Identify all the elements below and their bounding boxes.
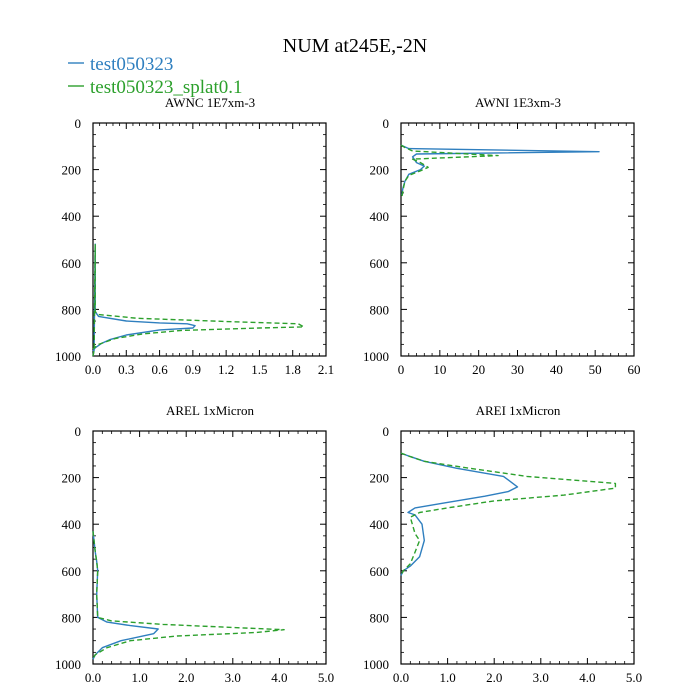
y-tick-label-awnc: 600 xyxy=(62,256,82,271)
legend: test050323 test050323_splat0.1 xyxy=(68,54,243,98)
x-tick-label-arei: 5.0 xyxy=(626,670,642,685)
panel-title-awnc: AWNC 1E7xm-3 xyxy=(165,95,255,110)
series-line-awnc-1 xyxy=(92,243,196,357)
x-tick-label-awni: 0 xyxy=(398,362,405,377)
y-tick-label-arei: 800 xyxy=(370,610,390,625)
y-tick-label-arel: 800 xyxy=(62,610,82,625)
x-tick-label-awnc: 0.3 xyxy=(118,362,134,377)
series-line-awni-2 xyxy=(400,144,499,198)
y-tick-label-awni: 0 xyxy=(383,116,390,131)
series-line-awni-1 xyxy=(400,144,600,196)
x-tick-label-arei: 4.0 xyxy=(579,670,595,685)
figure-title: NUM at245E,-2N xyxy=(283,35,427,57)
panel-awni: AWNI 1E3xm-3 0 10 20 30 40 50 6002004006008001… xyxy=(363,95,641,377)
series-line-arei-1 xyxy=(400,452,519,576)
x-tick-label-awnc: 1.5 xyxy=(251,362,267,377)
y-tick-label-awnc: 0 xyxy=(75,116,82,131)
y-tick-label-arel: 600 xyxy=(62,564,82,579)
y-tick-label-awni: 800 xyxy=(370,302,390,317)
panel-arei: AREI 1xMicron 0.0 1.0 2.0 3.0 4.0 5.0 0 200 400 6… xyxy=(363,403,642,685)
x-tick-label-awnc: 0.6 xyxy=(151,362,168,377)
x-tick-label-awnc: 1.2 xyxy=(218,362,234,377)
series-line-awnc-2 xyxy=(92,243,305,357)
y-tick-label-arei: 0 xyxy=(383,424,390,439)
y-tick-label-arel: 400 xyxy=(62,517,82,532)
series-line-arei-2 xyxy=(400,452,617,576)
x-tick-label-awnc: 2.1 xyxy=(318,362,334,377)
legend-label-series-1: test050323 xyxy=(90,54,173,75)
x-tick-label-awnc: 1.8 xyxy=(285,362,301,377)
y-tick-label-awnc: 1000 xyxy=(55,349,81,364)
y-tick-label-awnc: 800 xyxy=(62,302,82,317)
y-tick-label-awni: 400 xyxy=(370,209,390,224)
x-tick-label-arei: 1.0 xyxy=(439,670,455,685)
series-line-arel-1 xyxy=(92,531,159,660)
y-tick-label-arei: 600 xyxy=(370,564,390,579)
x-tick-label-arel: 5.0 xyxy=(318,670,334,685)
x-tick-label-awni: 10 xyxy=(433,362,446,377)
x-tick-label-arei: 3.0 xyxy=(533,670,549,685)
x-tick-label-awni: 40 xyxy=(550,362,563,377)
x-tick-label-arel: 0.0 xyxy=(85,670,101,685)
plot-frame-arei xyxy=(400,430,635,665)
x-tick-label-awni: 60 xyxy=(628,362,641,377)
legend-label-series-2: test050323_splat0.1 xyxy=(90,77,243,98)
x-tick-label-arel: 1.0 xyxy=(131,670,147,685)
x-tick-label-arel: 3.0 xyxy=(225,670,241,685)
x-tick-label-arel: 4.0 xyxy=(271,670,287,685)
y-tick-label-arei: 200 xyxy=(370,471,390,486)
panel-title-arei: AREI 1xMicron xyxy=(476,403,561,418)
x-tick-label-arel: 2.0 xyxy=(178,670,194,685)
x-tick-label-awni: 20 xyxy=(472,362,485,377)
y-tick-label-arel: 200 xyxy=(62,471,82,486)
y-tick-label-arei: 1000 xyxy=(363,657,389,672)
y-tick-label-awnc: 200 xyxy=(62,163,82,178)
plot-frame-arel xyxy=(92,430,327,665)
x-tick-label-awni: 30 xyxy=(511,362,524,377)
x-tick-label-arei: 2.0 xyxy=(486,670,502,685)
panel-title-awni: AWNI 1E3xm-3 xyxy=(475,95,561,110)
x-tick-label-awnc: 0.9 xyxy=(185,362,201,377)
panel-title-arel: AREL 1xMicron xyxy=(166,403,254,418)
series-line-arel-2 xyxy=(92,531,285,659)
y-tick-label-arel: 1000 xyxy=(55,657,81,672)
x-tick-label-arei: 0.0 xyxy=(393,670,409,685)
panel-arel: AREL 1xMicron 0.0 1.0 2.0 3.0 4.0 5.0 0 200 400 6… xyxy=(55,403,334,685)
y-tick-label-arei: 400 xyxy=(370,517,390,532)
y-tick-label-awni: 1000 xyxy=(363,349,389,364)
y-tick-label-awni: 200 xyxy=(370,163,390,178)
x-tick-label-awni: 50 xyxy=(589,362,602,377)
panel-awnc: AWNC 1E7xm-3 0.0 0.3 0.6 0.9 1.2 1.5 1.8 2.1 0 20… xyxy=(55,95,334,377)
x-tick-label-awnc: 0.0 xyxy=(85,362,101,377)
y-tick-label-awnc: 400 xyxy=(62,209,82,224)
y-tick-label-awni: 600 xyxy=(370,256,390,271)
y-tick-label-arel: 0 xyxy=(75,424,82,439)
